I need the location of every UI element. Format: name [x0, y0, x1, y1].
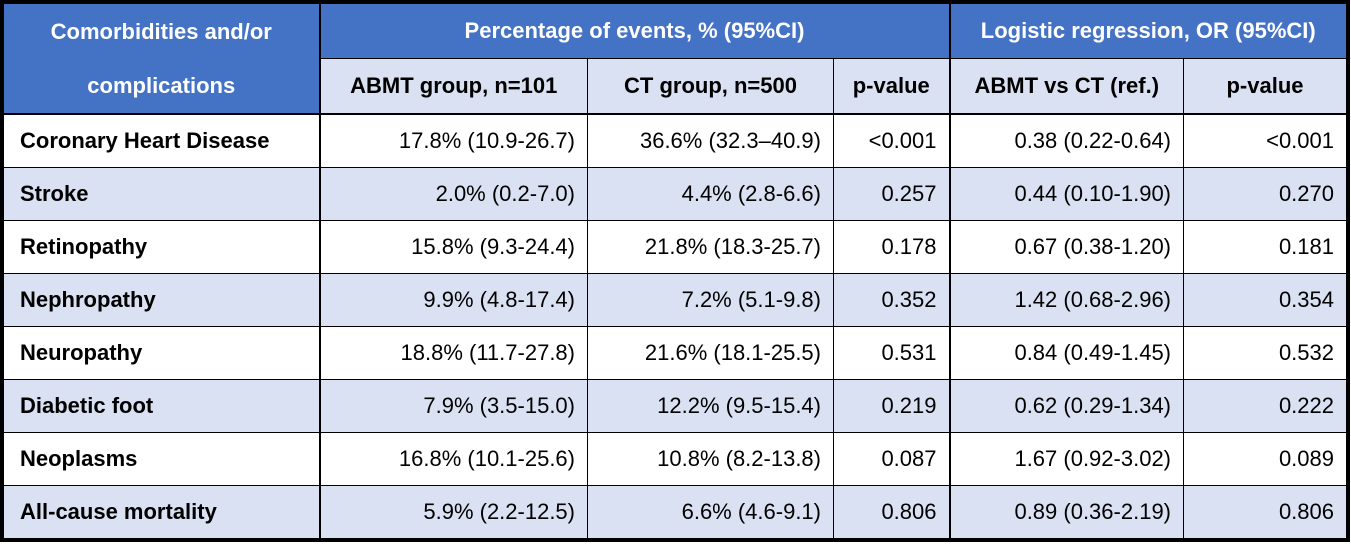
abmt-value: 16.8% (10.1-25.6) [319, 432, 588, 486]
or-value: 0.44 (0.10-1.90) [949, 167, 1184, 221]
table-row: Diabetic foot 7.9% (3.5-15.0) 12.2% (9.5… [3, 379, 1347, 433]
row-label: Nephropathy [3, 273, 321, 327]
or-value: 0.38 (0.22-0.64) [949, 113, 1184, 168]
row-label-header: Comorbidities and/or complications [3, 3, 321, 115]
ct-value: 4.4% (2.8-6.6) [587, 167, 834, 221]
row-label: Neoplasms [3, 432, 321, 486]
abmt-column-header: ABMT group, n=101 [319, 58, 588, 115]
regression-p-value: 0.270 [1183, 167, 1347, 221]
ct-value: 6.6% (4.6-9.1) [587, 485, 834, 539]
abmt-value: 7.9% (3.5-15.0) [319, 379, 588, 433]
row-label: Stroke [3, 167, 321, 221]
events-p-value: 0.352 [833, 273, 951, 327]
or-value: 1.42 (0.68-2.96) [949, 273, 1184, 327]
ct-value: 21.6% (18.1-25.5) [587, 326, 834, 380]
ct-value: 12.2% (9.5-15.4) [587, 379, 834, 433]
or-value: 0.89 (0.36-2.19) [949, 485, 1184, 539]
table-row: Retinopathy 15.8% (9.3-24.4) 21.8% (18.3… [3, 220, 1347, 274]
ct-column-header: CT group, n=500 [587, 58, 834, 115]
regression-p-value: <0.001 [1183, 113, 1347, 168]
ct-value: 36.6% (32.3–40.9) [587, 113, 834, 168]
or-value: 0.62 (0.29-1.34) [949, 379, 1184, 433]
regression-p-value: 0.532 [1183, 326, 1347, 380]
table-row: Stroke 2.0% (0.2-7.0) 4.4% (2.8-6.6) 0.2… [3, 167, 1347, 221]
regression-p-value: 0.089 [1183, 432, 1347, 486]
events-p-value: 0.257 [833, 167, 951, 221]
abmt-value: 17.8% (10.9-26.7) [319, 113, 588, 168]
events-p-value: 0.178 [833, 220, 951, 274]
table-row: Nephropathy 9.9% (4.8-17.4) 7.2% (5.1-9.… [3, 273, 1347, 327]
row-label: All-cause mortality [3, 485, 321, 539]
ct-value: 10.8% (8.2-13.8) [587, 432, 834, 486]
row-label: Retinopathy [3, 220, 321, 274]
row-label-header-text: Comorbidities and/or complications [50, 18, 272, 98]
table-row: Neoplasms 16.8% (10.1-25.6) 10.8% (8.2-1… [3, 432, 1347, 486]
regression-p-value: 0.181 [1183, 220, 1347, 274]
abmt-value: 5.9% (2.2-12.5) [319, 485, 588, 539]
or-column-header: ABMT vs CT (ref.) [949, 58, 1184, 115]
regression-group-header: Logistic regression, OR (95%CI) [949, 3, 1347, 59]
or-value: 0.67 (0.38-1.20) [949, 220, 1184, 274]
table-row: Coronary Heart Disease 17.8% (10.9-26.7)… [3, 113, 1347, 168]
regression-p-value: 0.354 [1183, 273, 1347, 327]
row-label: Neuropathy [3, 326, 321, 380]
events-p-value: 0.087 [833, 432, 951, 486]
events-p-value: 0.219 [833, 379, 951, 433]
events-p-value: 0.531 [833, 326, 951, 380]
ct-value: 7.2% (5.1-9.8) [587, 273, 834, 327]
abmt-value: 9.9% (4.8-17.4) [319, 273, 588, 327]
regression-p-value: 0.222 [1183, 379, 1347, 433]
row-label: Diabetic foot [3, 379, 321, 433]
ct-value: 21.8% (18.3-25.7) [587, 220, 834, 274]
events-group-header: Percentage of events, % (95%CI) [319, 3, 951, 59]
table-row: Neuropathy 18.8% (11.7-27.8) 21.6% (18.1… [3, 326, 1347, 380]
table-body: Coronary Heart Disease 17.8% (10.9-26.7)… [3, 113, 1347, 539]
regression-p-value-header: p-value [1183, 58, 1347, 115]
events-p-value-header: p-value [833, 58, 951, 115]
table-row: All-cause mortality 5.9% (2.2-12.5) 6.6%… [3, 485, 1347, 539]
abmt-value: 15.8% (9.3-24.4) [319, 220, 588, 274]
or-value: 1.67 (0.92-3.02) [949, 432, 1184, 486]
table-header: Comorbidities and/or complications Perce… [3, 3, 1347, 115]
events-p-value: <0.001 [833, 113, 951, 168]
abmt-value: 2.0% (0.2-7.0) [319, 167, 588, 221]
or-value: 0.84 (0.49-1.45) [949, 326, 1184, 380]
events-p-value: 0.806 [833, 485, 951, 539]
abmt-value: 18.8% (11.7-27.8) [319, 326, 588, 380]
row-label: Coronary Heart Disease [3, 113, 321, 168]
regression-p-value: 0.806 [1183, 485, 1347, 539]
